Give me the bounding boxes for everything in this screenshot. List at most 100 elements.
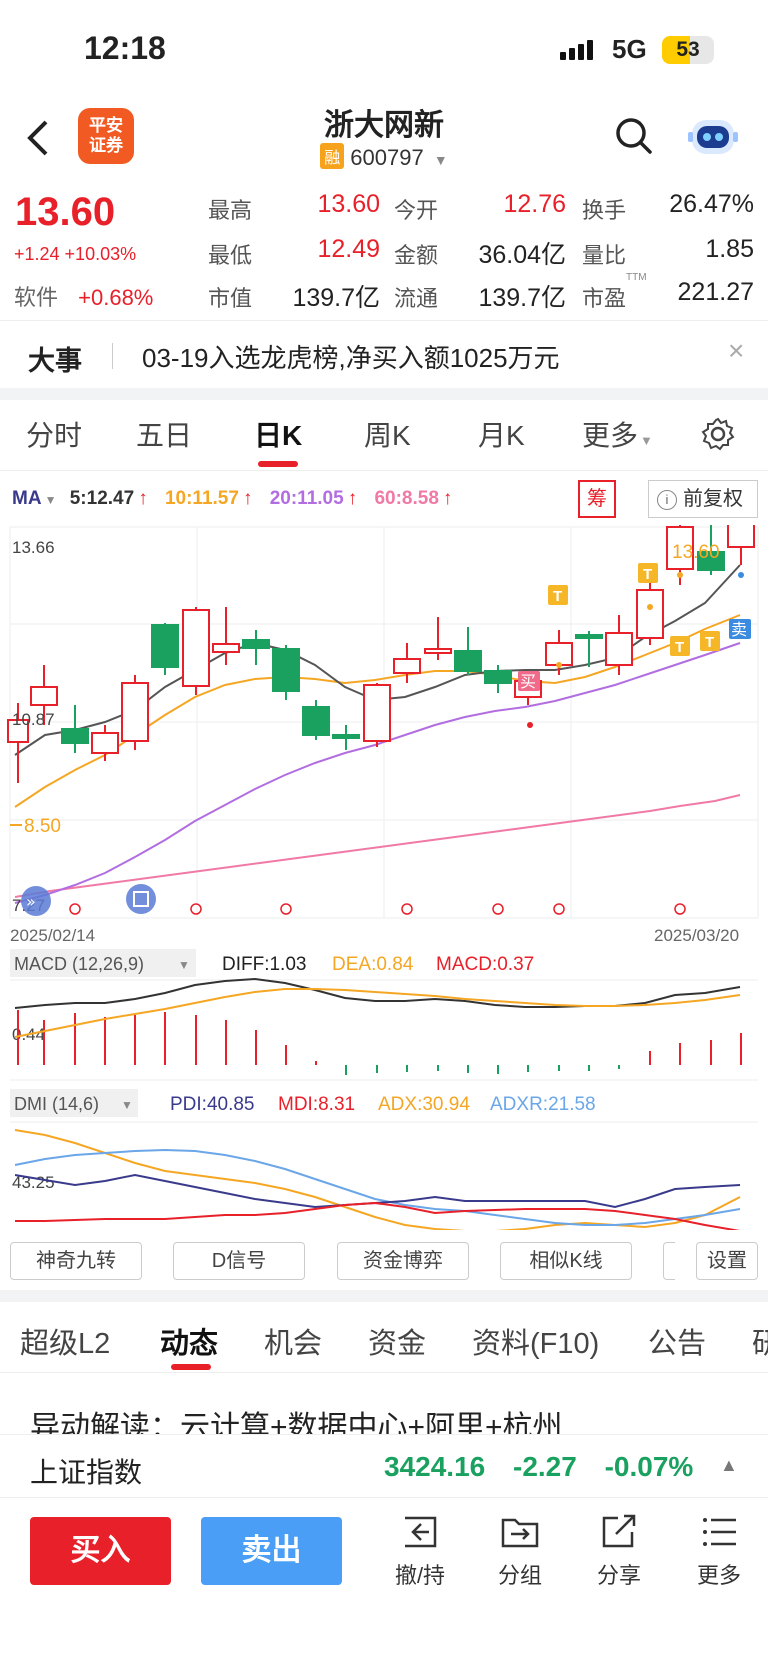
tool-similar-k[interactable]: 相似K线	[500, 1242, 632, 1280]
tab-daily-k[interactable]: 日K	[254, 420, 303, 451]
candle	[242, 630, 270, 665]
margin-badge: 融	[320, 143, 345, 169]
label-pe: 市盈	[582, 286, 627, 311]
candle	[61, 705, 89, 753]
news-banner[interactable]: 大事 03-19入选龙虎榜,净买入额1025万元 ×	[0, 320, 768, 388]
dmi-adxr: ADXR:21.58	[490, 1094, 596, 1115]
tab-announcements[interactable]: 公告	[648, 1328, 707, 1360]
tab-f10[interactable]: 资料(F10)	[472, 1328, 600, 1360]
dmi-axis-label: 43.25	[12, 1173, 55, 1192]
tool-settings[interactable]: 设置	[696, 1242, 758, 1280]
tab-more[interactable]: 更多 ▼	[582, 414, 653, 454]
section-divider	[0, 388, 768, 400]
sell-button[interactable]: 卖出	[201, 1517, 342, 1585]
index-value: 3424.16	[384, 1451, 486, 1482]
candle	[302, 700, 330, 740]
cancel-hold-button[interactable]: 撤/持	[385, 1512, 455, 1590]
tab-super-l2[interactable]: 超级L2	[20, 1328, 111, 1360]
label-volume-ratio: 量比	[582, 243, 627, 268]
network-type: 5G	[612, 34, 647, 64]
buy-marker: 买	[520, 672, 536, 691]
t-marker: T	[553, 588, 562, 605]
dmi-adxr-line	[14, 1148, 741, 1226]
stock-code-selector[interactable]: 融 600797 ▼	[0, 143, 768, 171]
active-tab-indicator	[171, 1364, 211, 1370]
candle	[454, 627, 482, 675]
more-button[interactable]: 更多	[684, 1512, 754, 1590]
buy-button[interactable]: 买入	[30, 1517, 171, 1585]
tool-partial[interactable]	[663, 1242, 675, 1280]
folder-icon	[501, 1518, 539, 1548]
label-open: 今开	[394, 198, 439, 223]
macd-diff-line	[14, 977, 741, 1009]
candle	[272, 645, 300, 700]
battery-icon: 53	[662, 36, 714, 64]
tool-d-signal[interactable]: D信号	[173, 1242, 305, 1280]
adjustment-selector[interactable]: i 前复权	[648, 480, 758, 518]
back-button[interactable]	[24, 115, 50, 169]
value-market-cap: 139.7亿	[292, 284, 380, 312]
macd-dea: DEA:0.84	[332, 954, 414, 975]
macd-label: MACD (12,26,9)	[14, 954, 144, 974]
ai-assistant-icon[interactable]	[688, 114, 738, 165]
tab-opportunity[interactable]: 机会	[264, 1328, 323, 1360]
group-button[interactable]: 分组	[485, 1512, 555, 1590]
candle	[7, 703, 29, 783]
tab-funds[interactable]: 资金	[368, 1328, 427, 1360]
expand-left-icon[interactable]	[21, 886, 51, 916]
sector-info[interactable]: 软件 +0.68%	[14, 280, 153, 312]
settings-gear-icon[interactable]	[700, 416, 736, 457]
value-high: 13.60	[317, 190, 380, 218]
logo-line2: 证券	[89, 136, 123, 155]
value-low: 12.49	[317, 235, 380, 263]
t-marker: T	[705, 634, 714, 651]
status-bar: 12:18 5G 53	[0, 0, 768, 100]
fullscreen-icon[interactable]	[126, 884, 156, 914]
macd-selector[interactable]	[10, 949, 196, 977]
index-ticker[interactable]: 上证指数 3424.16 -2.27 -0.07% ▲	[0, 1434, 768, 1498]
share-icon	[602, 1514, 636, 1548]
ma-label: MA	[12, 488, 42, 509]
value-volume-ratio: 1.85	[705, 235, 754, 263]
news-text[interactable]: 03-19入选龙虎榜,净买入额1025万元	[142, 343, 560, 373]
last-price: 13.60	[15, 190, 116, 234]
kline-chart[interactable]: 13.66 10.87 7.27 8.50 13.60 买 卖 T T T T …	[0, 525, 768, 1230]
more-label: 更多	[696, 1563, 741, 1588]
label-low: 最低	[208, 243, 253, 268]
cellular-signal-icon	[560, 40, 596, 60]
macd-value: MACD:0.37	[436, 954, 534, 975]
logo-line1: 平安	[89, 116, 123, 135]
tab-research[interactable]: 研	[752, 1328, 768, 1360]
y-axis-mid-label: 10.87	[12, 710, 55, 729]
tab-dynamics[interactable]: 动态	[160, 1328, 219, 1360]
macd-histogram-negative	[345, 1065, 620, 1075]
tab-five-day[interactable]: 五日	[136, 420, 193, 451]
tool-fund-game[interactable]: 资金博弈	[337, 1242, 469, 1280]
candle	[332, 725, 360, 750]
search-icon[interactable]	[614, 116, 654, 161]
tool-magic-nine[interactable]: 神奇九转	[10, 1242, 142, 1280]
clock: 12:18	[84, 30, 166, 66]
share-button[interactable]: 分享	[584, 1512, 654, 1590]
candle	[697, 525, 725, 575]
tab-monthly-k[interactable]: 月K	[478, 420, 525, 451]
index-change: -2.27	[513, 1451, 577, 1482]
chevron-down-icon: ▼	[433, 152, 448, 168]
tab-more-label: 更多	[582, 420, 639, 451]
chevron-down-icon: ▼	[44, 493, 57, 507]
tab-intraday[interactable]: 分时	[26, 420, 83, 451]
label-market-cap: 市值	[208, 286, 253, 311]
dmi-mdi: MDI:8.31	[278, 1094, 355, 1115]
label-float-cap: 流通	[394, 286, 439, 311]
value-turnover: 26.47%	[669, 190, 754, 218]
expand-up-icon[interactable]: ▲	[720, 1455, 738, 1475]
dmi-selector[interactable]	[10, 1089, 138, 1117]
chip-distribution-button[interactable]: 筹	[578, 480, 616, 518]
tab-weekly-k[interactable]: 周K	[364, 420, 411, 451]
close-icon[interactable]: ×	[728, 335, 745, 366]
ma-indicator-row[interactable]: MA ▼ 5:12.47 ↑ 10:11.57 ↑ 20:11.05 ↑ 60:8.58…	[12, 488, 452, 510]
macd-dea-line	[14, 988, 741, 1038]
adjustment-label: 前复权	[683, 488, 743, 510]
ma5-up-arrow: ↑	[138, 488, 148, 509]
label-turnover: 换手	[582, 198, 627, 223]
